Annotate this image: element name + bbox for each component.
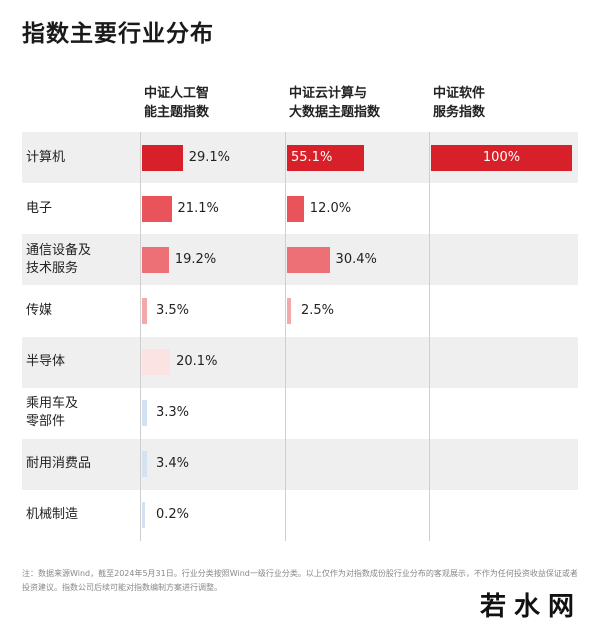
- category-label: 半导体: [26, 354, 66, 370]
- table-row: 通信设备及 技术服务 19.2% 30.4%: [22, 234, 578, 286]
- footnote: 注：数据来源Wind，截至2024年5月31日。行业分类按照Wind一级行业分类…: [22, 569, 578, 592]
- bar-series-0: [142, 246, 169, 273]
- column-divider: [429, 132, 430, 541]
- data-label: 2.5%: [301, 302, 335, 318]
- table-row: 乘用车及 零部件 3.3%: [22, 388, 578, 439]
- column-divider: [285, 132, 286, 541]
- data-label: 3.5%: [156, 302, 190, 318]
- data-label: 19.2%: [174, 251, 217, 267]
- bar-series-0: [142, 144, 183, 171]
- table-row: 机械制造 0.2%: [22, 490, 578, 541]
- data-label: 29.1%: [188, 149, 231, 165]
- data-label: 30.4%: [335, 251, 377, 267]
- data-label: 3.3%: [156, 405, 190, 421]
- column-divider: [140, 132, 141, 541]
- category-label: 机械制造: [26, 507, 79, 523]
- category-label: 计算机: [26, 149, 66, 165]
- data-label: 20.1%: [176, 354, 218, 370]
- bar-series-0: [142, 349, 171, 376]
- category-label: 乘用车及 零部件: [26, 396, 79, 430]
- column-header-cloud: 中证云计算与 大数据主题指数: [289, 86, 381, 120]
- category-label: 通信设备及 技术服务: [26, 242, 92, 276]
- bar-series-1: [287, 297, 291, 324]
- data-label: 55.1%: [291, 149, 333, 165]
- bar-series-1: [287, 195, 304, 222]
- table-row: 传媒 3.5% 2.5%: [22, 285, 578, 336]
- bar-series-1: [287, 246, 330, 273]
- category-label: 电子: [26, 200, 53, 216]
- bar-series-0: [142, 451, 147, 478]
- category-label: 传媒: [26, 302, 53, 318]
- bar-series-0: [142, 400, 147, 427]
- chart-title: 指数主要行业分布: [22, 21, 214, 47]
- data-label: 12.0%: [309, 200, 352, 216]
- bar-series-0: [142, 502, 145, 529]
- bar-series-0: [142, 195, 172, 222]
- bar-series-0: [142, 297, 147, 324]
- industry-distribution-table: 计算机 29.1% 55.1% 100% 电子 21.1% 12.0% 通信设备及 技术服务 1…: [22, 132, 578, 541]
- data-label: 21.1%: [177, 200, 219, 216]
- table-row: 电子 21.1% 12.0%: [22, 183, 578, 234]
- data-label: 100%: [482, 149, 521, 165]
- watermark: 若水网: [479, 592, 582, 622]
- category-label: 耐用消费品: [26, 456, 92, 472]
- data-label: 3.4%: [156, 456, 190, 472]
- table-row: 半导体 20.1%: [22, 336, 578, 388]
- data-label: 0.2%: [156, 507, 190, 523]
- bar-series-1: [287, 144, 365, 171]
- table-row: 计算机 29.1% 55.1% 100%: [22, 132, 578, 184]
- table-row: 耐用消费品 3.4%: [22, 438, 578, 490]
- column-header-software: 中证软件 服务指数: [433, 86, 486, 120]
- bar-series-2: [431, 144, 572, 171]
- column-header-ai: 中证人工智 能主题指数: [144, 86, 210, 120]
